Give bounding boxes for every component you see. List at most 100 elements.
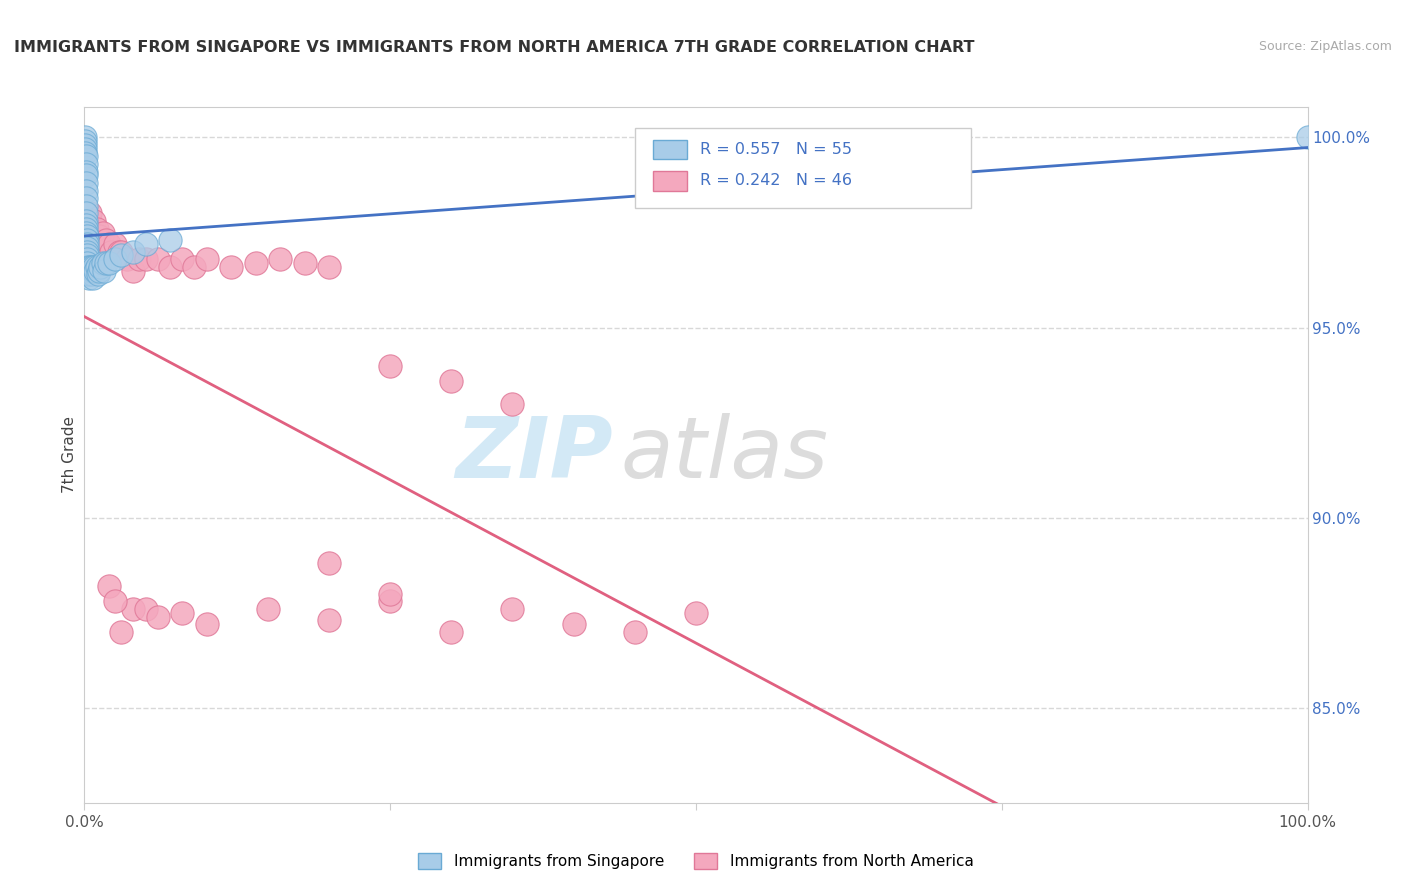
Point xyxy=(122,244,145,259)
Point xyxy=(245,256,267,270)
Point xyxy=(562,617,585,632)
Point xyxy=(146,252,169,266)
Point xyxy=(104,236,127,251)
Point xyxy=(77,268,100,282)
Point xyxy=(75,226,97,240)
Point xyxy=(115,252,138,266)
Legend: Immigrants from Singapore, Immigrants from North America: Immigrants from Singapore, Immigrants fr… xyxy=(412,847,980,875)
Point xyxy=(76,236,98,251)
Point xyxy=(77,271,100,285)
Point xyxy=(76,229,98,244)
Point xyxy=(82,271,104,285)
Point xyxy=(82,263,104,277)
Point xyxy=(97,236,120,251)
Point xyxy=(89,260,111,274)
Point xyxy=(75,169,97,183)
Point xyxy=(83,214,105,228)
Point xyxy=(77,263,100,277)
Point xyxy=(75,149,97,163)
Point xyxy=(318,613,340,627)
Point xyxy=(75,138,97,153)
Point xyxy=(110,248,132,262)
Point xyxy=(75,176,97,190)
Text: atlas: atlas xyxy=(620,413,828,497)
Point xyxy=(929,169,952,183)
Point xyxy=(75,164,97,178)
Point xyxy=(75,142,97,156)
Point xyxy=(96,233,118,247)
Point xyxy=(86,260,108,274)
Y-axis label: 7th Grade: 7th Grade xyxy=(62,417,77,493)
Point xyxy=(87,268,110,282)
Point xyxy=(75,157,97,171)
Point xyxy=(380,594,402,608)
FancyBboxPatch shape xyxy=(654,140,688,159)
Point xyxy=(502,396,524,410)
Point xyxy=(294,256,316,270)
Point xyxy=(380,359,402,373)
Point xyxy=(96,256,118,270)
Point xyxy=(269,252,291,266)
Point xyxy=(135,602,157,616)
Point xyxy=(86,221,108,235)
Point xyxy=(79,206,101,220)
Point xyxy=(84,263,107,277)
Point xyxy=(107,244,129,259)
Point xyxy=(76,244,98,259)
Point xyxy=(91,256,114,270)
Point xyxy=(257,602,280,616)
Point xyxy=(91,226,114,240)
Point xyxy=(80,268,103,282)
Point xyxy=(135,236,157,251)
Point xyxy=(77,263,100,277)
Point xyxy=(219,260,242,274)
Text: Source: ZipAtlas.com: Source: ZipAtlas.com xyxy=(1258,40,1392,54)
Point xyxy=(128,252,150,266)
Point xyxy=(1296,130,1319,145)
Point xyxy=(93,263,115,277)
Point xyxy=(75,134,97,148)
Point xyxy=(76,248,98,262)
FancyBboxPatch shape xyxy=(654,171,688,191)
Point xyxy=(87,263,110,277)
Point xyxy=(146,609,169,624)
Point xyxy=(100,244,122,259)
Point xyxy=(73,130,96,145)
Point xyxy=(75,145,97,160)
Point xyxy=(75,218,97,232)
Point xyxy=(502,602,524,616)
Point xyxy=(122,602,145,616)
Point xyxy=(110,244,132,259)
Point xyxy=(75,221,97,235)
Point xyxy=(172,606,194,620)
Text: IMMIGRANTS FROM SINGAPORE VS IMMIGRANTS FROM NORTH AMERICA 7TH GRADE CORRELATION: IMMIGRANTS FROM SINGAPORE VS IMMIGRANTS … xyxy=(14,40,974,55)
Point xyxy=(80,260,103,274)
Point xyxy=(75,199,97,213)
Point xyxy=(77,268,100,282)
Point xyxy=(624,624,647,639)
Point xyxy=(110,624,132,639)
Point xyxy=(76,256,98,270)
Point xyxy=(183,260,205,274)
Point xyxy=(77,260,100,274)
Point xyxy=(75,206,97,220)
Point xyxy=(76,233,98,247)
Point xyxy=(135,252,157,266)
Point xyxy=(97,579,120,593)
Text: R = 0.557   N = 55: R = 0.557 N = 55 xyxy=(700,142,852,157)
Point xyxy=(76,252,98,266)
Point xyxy=(440,624,463,639)
Point xyxy=(159,233,181,247)
FancyBboxPatch shape xyxy=(636,128,972,208)
Point xyxy=(104,252,127,266)
Point xyxy=(685,606,707,620)
Point xyxy=(83,260,105,274)
Point xyxy=(75,214,97,228)
Point xyxy=(122,263,145,277)
Point xyxy=(159,260,181,274)
Point xyxy=(440,374,463,388)
Point xyxy=(318,556,340,570)
Point xyxy=(318,260,340,274)
Point xyxy=(79,260,101,274)
Point xyxy=(76,241,98,255)
